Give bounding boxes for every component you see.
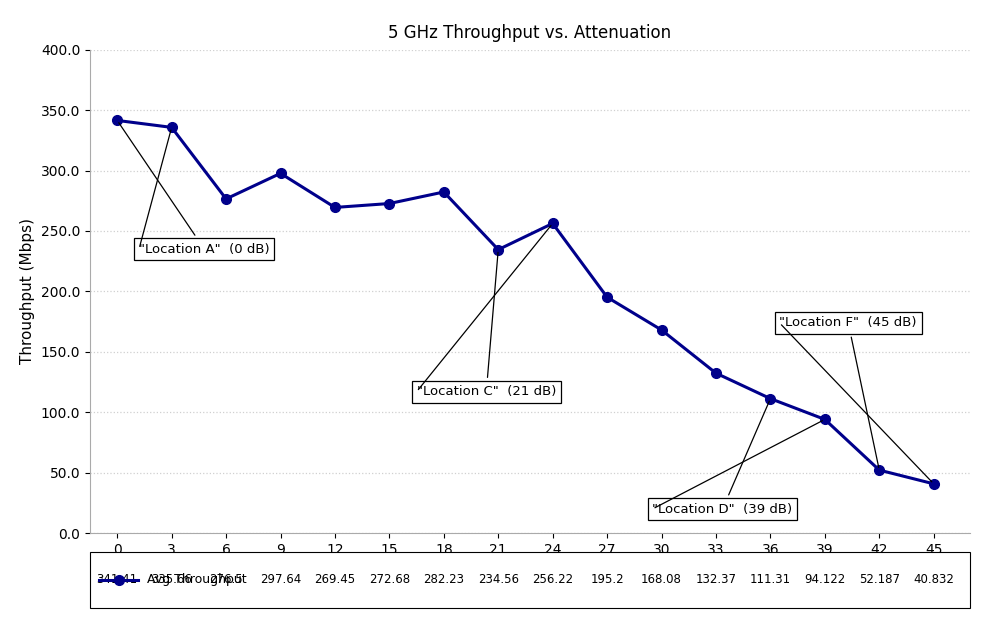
Text: 341.41: 341.41 [97,574,138,586]
Text: "Location C"  (21 dB): "Location C" (21 dB) [417,252,556,398]
Text: 269.45: 269.45 [314,574,356,586]
Text: 256.22: 256.22 [532,574,573,586]
Y-axis label: Throughput (Mbps): Throughput (Mbps) [20,218,35,365]
Text: 40.832: 40.832 [913,574,954,586]
Text: 132.37: 132.37 [695,574,736,586]
X-axis label: Attenuation (dB): Attenuation (dB) [467,562,593,577]
Text: 272.68: 272.68 [369,574,410,586]
Title: 5 GHz Throughput vs. Attenuation: 5 GHz Throughput vs. Attenuation [388,24,672,43]
Text: 52.187: 52.187 [859,574,900,586]
Text: 282.23: 282.23 [423,574,464,586]
Text: Avg Throughput: Avg Throughput [147,574,247,586]
Text: 335.66: 335.66 [151,574,192,586]
Text: "Location D"  (39 dB): "Location D" (39 dB) [652,401,793,515]
Text: "Location A"  (0 dB): "Location A" (0 dB) [119,123,270,255]
FancyBboxPatch shape [90,552,970,608]
Text: 168.08: 168.08 [641,574,682,586]
Text: 276.5: 276.5 [209,574,243,586]
Text: 234.56: 234.56 [478,574,519,586]
Text: "Location F"  (45 dB): "Location F" (45 dB) [779,316,917,467]
Text: 297.64: 297.64 [260,574,301,586]
Text: 195.2: 195.2 [590,574,624,586]
Text: 94.122: 94.122 [804,574,845,586]
Text: 111.31: 111.31 [750,574,791,586]
